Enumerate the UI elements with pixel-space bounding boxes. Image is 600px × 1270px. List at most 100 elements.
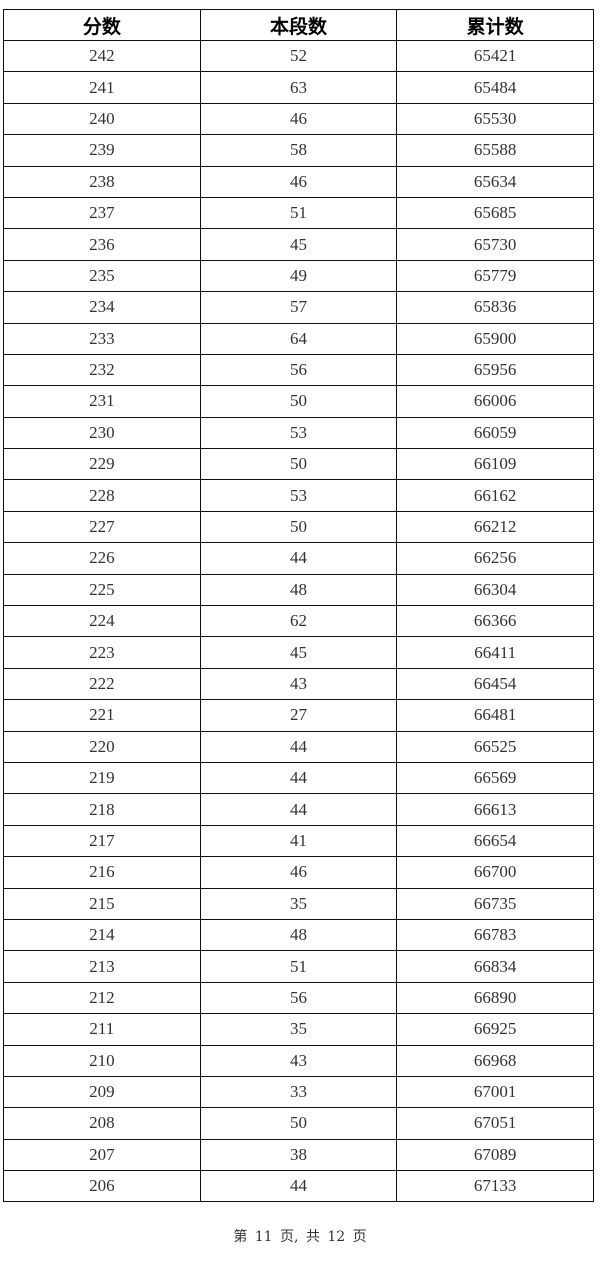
cumulative-count-cell: 66890 [396, 981, 594, 1015]
table-row: 218 44 66613 [3, 793, 594, 826]
cumulative-count-cell: 66613 [396, 793, 594, 826]
segment-count-cell: 50 [199, 510, 398, 544]
score-cell: 207 [3, 1138, 201, 1172]
score-cell: 215 [3, 887, 201, 920]
score-cell: 227 [3, 510, 201, 544]
score-cell: 206 [3, 1170, 201, 1203]
segment-count-cell: 50 [199, 448, 398, 481]
segment-count-cell: 64 [199, 322, 398, 355]
cumulative-count-cell: 65685 [396, 196, 594, 230]
table-row: 225 48 66304 [3, 573, 594, 607]
cumulative-count-cell: 66059 [396, 416, 594, 450]
segment-count-cell: 35 [199, 1013, 398, 1046]
table-row: 223 45 66411 [3, 636, 594, 669]
segment-count-cell: 45 [199, 636, 398, 669]
segment-count-cell: 38 [199, 1138, 398, 1172]
header-cumulative-count: 累计数 [396, 9, 594, 41]
score-cell: 211 [3, 1013, 201, 1046]
table-row: 234 57 65836 [3, 291, 594, 324]
score-cell: 221 [3, 699, 201, 732]
score-cell: 238 [3, 165, 201, 198]
segment-count-cell: 57 [199, 291, 398, 324]
segment-count-cell: 35 [199, 887, 398, 920]
page-footer: 第 11 页, 共 12 页 [233, 1229, 367, 1245]
segment-count-cell: 48 [199, 573, 398, 607]
table-row: 241 63 65484 [3, 71, 594, 104]
score-cell: 228 [3, 479, 201, 512]
segment-count-cell: 62 [199, 605, 398, 638]
segment-count-cell: 44 [199, 1170, 398, 1203]
table-row: 232 56 65956 [3, 353, 594, 387]
segment-count-cell: 53 [199, 416, 398, 450]
table-row: 227 50 66212 [3, 510, 594, 544]
cumulative-count-cell: 67051 [396, 1107, 594, 1140]
segment-count-cell: 53 [199, 479, 398, 512]
segment-count-cell: 46 [199, 165, 398, 198]
segment-count-cell: 44 [199, 793, 398, 826]
cumulative-count-cell: 65730 [396, 228, 594, 261]
table-row: 215 35 66735 [3, 887, 594, 920]
cumulative-count-cell: 66654 [396, 824, 594, 858]
score-cell: 229 [3, 448, 201, 481]
score-table: 分数 本段数 累计数 242 52 65421 241 63 65484 240 46 6553… [3, 9, 594, 1203]
table-row: 240 46 65530 [3, 102, 594, 136]
cumulative-count-cell: 67001 [396, 1075, 594, 1109]
segment-count-cell: 46 [199, 102, 398, 136]
score-cell: 242 [3, 39, 201, 73]
score-cell: 213 [3, 950, 201, 983]
score-cell: 223 [3, 636, 201, 669]
cumulative-count-cell: 65900 [396, 322, 594, 355]
table-row: 237 51 65685 [3, 196, 594, 230]
score-cell: 222 [3, 667, 201, 701]
cumulative-count-cell: 65421 [396, 39, 594, 73]
score-cell: 214 [3, 918, 201, 952]
cumulative-count-cell: 66006 [396, 385, 594, 418]
cumulative-count-cell: 67133 [396, 1170, 594, 1203]
table-body: 242 52 65421 241 63 65484 240 46 65530 239 58 65588… [3, 39, 594, 1203]
table-row: 217 41 66654 [3, 824, 594, 858]
table-row: 214 48 66783 [3, 918, 594, 952]
score-cell: 233 [3, 322, 201, 355]
cumulative-count-cell: 66569 [396, 761, 594, 795]
cumulative-count-cell: 65956 [396, 353, 594, 387]
segment-count-cell: 43 [199, 1044, 398, 1077]
table-row: 230 53 66059 [3, 416, 594, 450]
segment-count-cell: 44 [199, 542, 398, 575]
table-row: 207 38 67089 [3, 1138, 594, 1172]
table-row: 228 53 66162 [3, 479, 594, 512]
score-cell: 218 [3, 793, 201, 826]
header-row: 分数 本段数 累计数 [3, 9, 594, 41]
cumulative-count-cell: 66968 [396, 1044, 594, 1077]
cumulative-count-cell: 66304 [396, 573, 594, 607]
table-row: 238 46 65634 [3, 165, 594, 198]
score-cell: 234 [3, 291, 201, 324]
score-cell: 219 [3, 761, 201, 795]
table-row: 229 50 66109 [3, 448, 594, 481]
cumulative-count-cell: 66109 [396, 448, 594, 481]
table-row: 242 52 65421 [3, 39, 594, 73]
segment-count-cell: 51 [199, 196, 398, 230]
cumulative-count-cell: 65634 [396, 165, 594, 198]
score-cell: 226 [3, 542, 201, 575]
table-row: 235 49 65779 [3, 259, 594, 293]
segment-count-cell: 43 [199, 667, 398, 701]
segment-count-cell: 56 [199, 353, 398, 387]
table-row: 233 64 65900 [3, 322, 594, 355]
cumulative-count-cell: 66834 [396, 950, 594, 983]
cumulative-count-cell: 66411 [396, 636, 594, 669]
score-cell: 237 [3, 196, 201, 230]
cumulative-count-cell: 66735 [396, 887, 594, 920]
cumulative-count-cell: 66366 [396, 605, 594, 638]
segment-count-cell: 44 [199, 730, 398, 763]
cumulative-count-cell: 66212 [396, 510, 594, 544]
segment-count-cell: 52 [199, 39, 398, 73]
cumulative-count-cell: 66162 [396, 479, 594, 512]
table-row: 216 46 66700 [3, 856, 594, 889]
cumulative-count-cell: 65836 [396, 291, 594, 324]
score-cell: 209 [3, 1075, 201, 1109]
table-row: 211 35 66925 [3, 1013, 594, 1046]
table-row: 210 43 66968 [3, 1044, 594, 1077]
segment-count-cell: 63 [199, 71, 398, 104]
score-cell: 216 [3, 856, 201, 889]
header-score: 分数 [3, 9, 201, 41]
